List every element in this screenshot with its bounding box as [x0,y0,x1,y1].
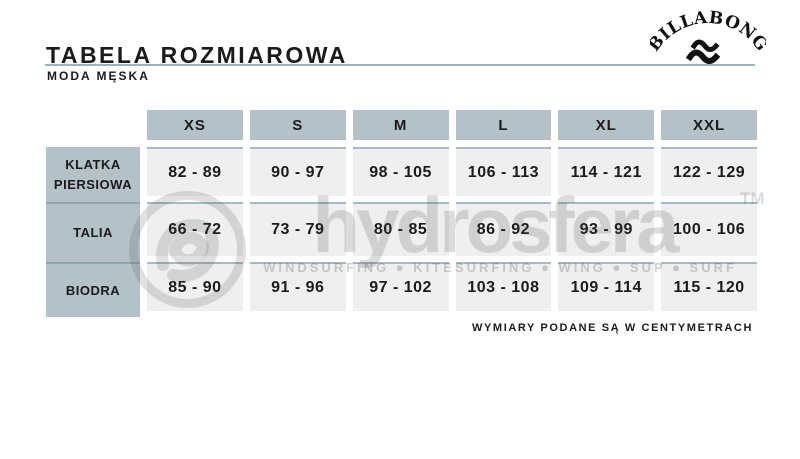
billabong-wave-icon [685,39,721,64]
hips-xl-value: 109 - 114 [558,262,655,311]
page-title: TABELA ROZMIAROWA [46,42,348,68]
hips-xxl-value: 115 - 120 [661,262,757,311]
row-label-klatka-piersiowa: KLATKA PIERSIOWA [46,147,140,202]
hips-s-value: 91 - 96 [249,262,346,311]
waist-s-value: 73 - 79 [249,202,346,256]
size-header-m: M [352,110,449,140]
hips-m-value: 97 - 102 [352,262,449,311]
chest-xs-value: 82 - 89 [147,147,243,196]
size-header-xl: XL [558,110,655,140]
chest-s-value: 90 - 97 [249,147,346,196]
waist-xxl-value: 100 - 106 [661,202,757,256]
row-label-talia: TALIA [46,202,140,262]
billabong-logo-icon: BILLABONG [650,8,766,64]
table-corner-cell [46,110,140,140]
size-header-s: S [249,110,346,140]
chest-l-value: 106 - 113 [455,147,552,196]
waist-l-value: 86 - 92 [455,202,552,256]
size-table: XS S M L XL XXL KLATKA PIERSIOWA 82 - 89… [46,110,757,317]
row-label-biodra: BIODRA [46,262,140,317]
size-header-xxl: XXL [661,110,757,140]
table-spacer [46,140,757,147]
hips-l-value: 103 - 108 [455,262,552,311]
waist-xl-value: 93 - 99 [558,202,655,256]
size-header-xs: XS [147,110,243,140]
page-subtitle: MODA MĘSKA [47,69,150,83]
waist-m-value: 80 - 85 [352,202,449,256]
chest-xl-value: 114 - 121 [558,147,655,196]
size-header-l: L [455,110,552,140]
units-note: WYMIARY PODANE SĄ W CENTYMETRACH [472,322,753,334]
hips-xs-value: 85 - 90 [147,262,243,311]
waist-xs-value: 66 - 72 [147,202,243,256]
title-underline [45,64,755,66]
chest-m-value: 98 - 105 [352,147,449,196]
chest-xxl-value: 122 - 129 [661,147,757,196]
